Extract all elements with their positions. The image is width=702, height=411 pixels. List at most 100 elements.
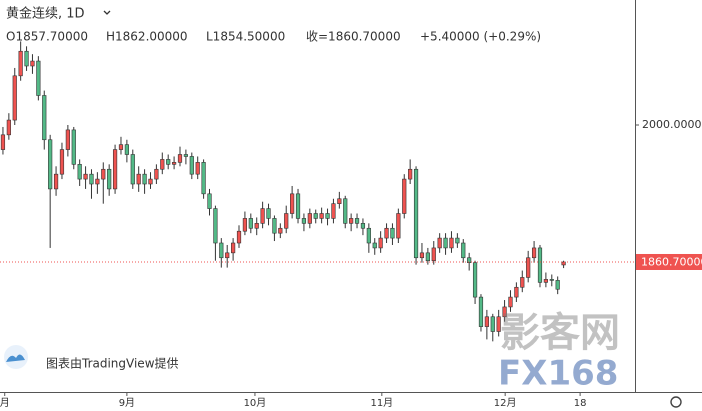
- candle-body: [378, 237, 383, 249]
- candle-body: [413, 168, 419, 259]
- ohlc-value: H1862.00000: [106, 30, 188, 44]
- candle-body: [107, 168, 112, 190]
- candle-body: [313, 213, 318, 219]
- last-price-box: [636, 253, 702, 270]
- candle-body: [431, 247, 436, 262]
- candle-body: [0, 134, 6, 150]
- last-price-label: 1860.70000: [641, 255, 702, 268]
- candle-body: [101, 168, 106, 180]
- candle-body: [284, 213, 289, 229]
- ohlc-value: +5.40000 (+0.29%): [420, 30, 541, 44]
- candle-body: [490, 316, 495, 332]
- candle-body: [266, 208, 271, 219]
- candle-body: [331, 203, 336, 219]
- candle-body: [260, 208, 265, 224]
- x-tick-label: 10月: [244, 397, 267, 409]
- candle-body: [319, 213, 324, 219]
- candle-body: [301, 218, 307, 224]
- candle-body: [366, 227, 371, 244]
- candle-body: [390, 227, 395, 239]
- dropdown-icon[interactable]: [103, 10, 111, 15]
- candle-body: [207, 193, 212, 209]
- symbol: 黄金连续, 1D: [6, 6, 85, 22]
- candle-body: [402, 178, 407, 214]
- candle-body: [236, 230, 242, 244]
- candle-body: [337, 198, 342, 204]
- watermark: 影客网: [500, 310, 620, 356]
- candle-body: [396, 213, 401, 239]
- candle-body: [30, 60, 35, 67]
- x-tick-label: 12月: [494, 397, 517, 409]
- candle-body: [484, 316, 489, 327]
- candle-body: [183, 154, 188, 157]
- candle-body: [354, 218, 360, 224]
- candle-body: [248, 218, 253, 229]
- candle-body: [461, 242, 466, 259]
- candle-body: [295, 193, 301, 219]
- x-tick-label: 11月: [370, 397, 393, 409]
- x-tick-label: 18: [574, 398, 587, 409]
- candle-body: [437, 237, 442, 249]
- candle-body: [537, 247, 543, 283]
- watermark: FX168: [498, 354, 618, 394]
- candle-body: [502, 306, 507, 318]
- candle-body: [425, 252, 430, 262]
- plot: [0, 41, 566, 342]
- candle-body: [95, 178, 100, 185]
- candle-body: [225, 252, 230, 259]
- candle-body: [189, 156, 194, 175]
- candle-body: [278, 227, 283, 234]
- candle-body: [467, 257, 472, 263]
- candle-body: [555, 280, 560, 290]
- candle-body: [130, 154, 135, 185]
- candle-body: [166, 159, 171, 165]
- candle-body: [65, 129, 70, 150]
- candle-body: [290, 193, 295, 214]
- candle-body: [496, 316, 501, 332]
- candle-body: [514, 286, 519, 298]
- candle-body: [455, 237, 460, 244]
- candle-body: [561, 261, 566, 266]
- ohlc-value: O1857.70000: [6, 30, 88, 44]
- candle-body: [219, 242, 224, 259]
- tv-logo: [4, 345, 28, 369]
- candle-body: [343, 198, 348, 224]
- attribution: 图表由TradingView提供: [46, 356, 179, 371]
- ohlc-legend: O1857.70000 H1862.00000 L1854.50000 收=1860.…: [6, 30, 541, 44]
- candle-body: [42, 95, 47, 141]
- candle-body: [59, 149, 65, 175]
- candle-body: [77, 164, 82, 180]
- candle-body: [71, 129, 76, 165]
- candle-body: [349, 218, 354, 224]
- candle-body: [160, 159, 165, 170]
- candle-body: [408, 168, 413, 180]
- candle-body: [148, 178, 153, 185]
- candle-body: [142, 173, 147, 185]
- candle-body: [83, 173, 88, 180]
- candle-body: [443, 237, 448, 249]
- candle-body: [112, 149, 118, 190]
- candle-body: [384, 227, 389, 239]
- candle-body: [272, 218, 277, 234]
- candle-body: [307, 213, 312, 224]
- candle-body: [520, 277, 525, 288]
- x-tick-label: 月: [0, 397, 10, 409]
- candle-body: [124, 144, 129, 155]
- candle-body: [36, 60, 41, 96]
- candle-body: [254, 223, 259, 229]
- candle-body: [449, 237, 454, 249]
- candle-body: [136, 173, 141, 185]
- candle-body: [543, 279, 548, 283]
- candle-body: [171, 162, 177, 165]
- candle-body: [201, 162, 206, 195]
- candle-body: [478, 296, 484, 327]
- candle-body: [526, 257, 531, 278]
- candle-body: [195, 162, 200, 175]
- candle-body: [360, 223, 366, 229]
- settings-icon[interactable]: [670, 396, 682, 408]
- candle-body: [242, 218, 248, 232]
- candle-body: [419, 252, 425, 259]
